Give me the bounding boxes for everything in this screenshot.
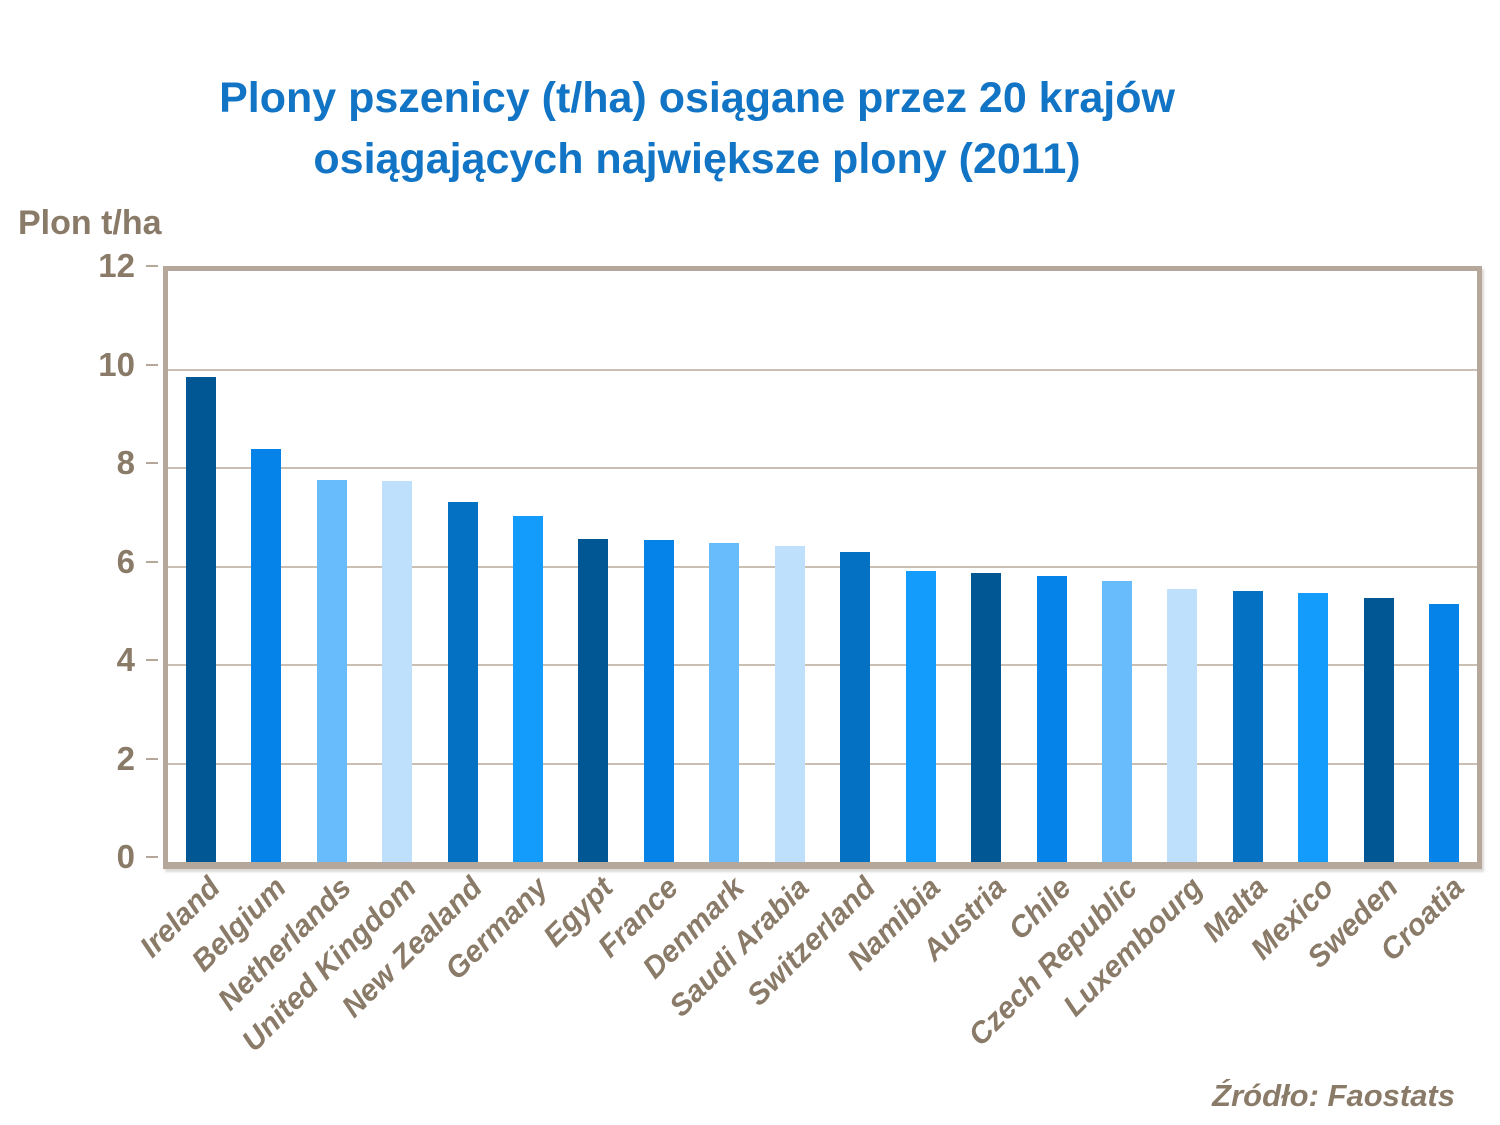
y-tick-label-0: 0 (116, 838, 135, 875)
gridline-4 (168, 664, 1477, 666)
gridline-6 (168, 565, 1477, 568)
bar-switzerland (840, 551, 871, 862)
source-note: Źródło: Faostats (1212, 1078, 1455, 1113)
bar-sweden (1363, 597, 1394, 862)
chart-title-line2: osiągających największe plony (2011) (313, 135, 1081, 183)
bar-saudi-arabia (774, 546, 805, 862)
bar-new-zealand (447, 502, 478, 862)
chart-title-line1: Plony pszenicy (t/ha) osiągane przez 20 … (219, 74, 1175, 122)
bar-luxembourg (1167, 589, 1198, 862)
y-axis-tick-labels: 0 2 4 6 8 10 12 (0, 249, 135, 874)
y-axis-label: Plon t/ha (18, 204, 162, 242)
bar-denmark (709, 542, 740, 862)
y-tick-label-6: 6 (116, 542, 135, 580)
bar-united-kingdom (382, 480, 413, 862)
bar-namibia (905, 571, 936, 862)
y-tick-label-12: 12 (98, 247, 135, 284)
y-tick-mark-8 (146, 462, 158, 464)
gridline-10 (168, 368, 1477, 371)
chart-title: Plony pszenicy (t/ha) osiągane przez 20 … (0, 68, 1394, 190)
bar-austria (971, 572, 1002, 862)
y-axis-tick-marks (146, 265, 158, 858)
y-tick-label-2: 2 (116, 739, 135, 777)
bar-belgium (251, 448, 282, 862)
bar-ireland (185, 376, 216, 862)
gridlines (168, 271, 1477, 862)
y-tick-label-8: 8 (116, 444, 135, 481)
plot-area (163, 266, 1482, 869)
bar-france (643, 540, 674, 862)
y-tick-label-4: 4 (116, 641, 135, 678)
bar-netherlands (316, 479, 347, 862)
bar-germany (512, 516, 543, 862)
y-tick-mark-0 (146, 856, 158, 858)
y-tick-mark-2 (146, 757, 158, 760)
bar-egypt (578, 538, 609, 862)
y-tick-label-10: 10 (98, 345, 135, 383)
y-tick-mark-4 (146, 659, 158, 661)
bar-czech-republic (1102, 581, 1133, 862)
gridline-8 (168, 467, 1477, 469)
y-tick-mark-10 (146, 363, 158, 366)
bars (168, 271, 1477, 862)
y-tick-mark-12 (146, 265, 158, 267)
y-tick-mark-6 (146, 560, 158, 563)
bar-chile (1036, 575, 1067, 862)
bar-croatia (1429, 604, 1460, 862)
bar-mexico (1298, 592, 1329, 862)
bar-malta (1232, 591, 1263, 862)
gridline-2 (168, 762, 1477, 765)
